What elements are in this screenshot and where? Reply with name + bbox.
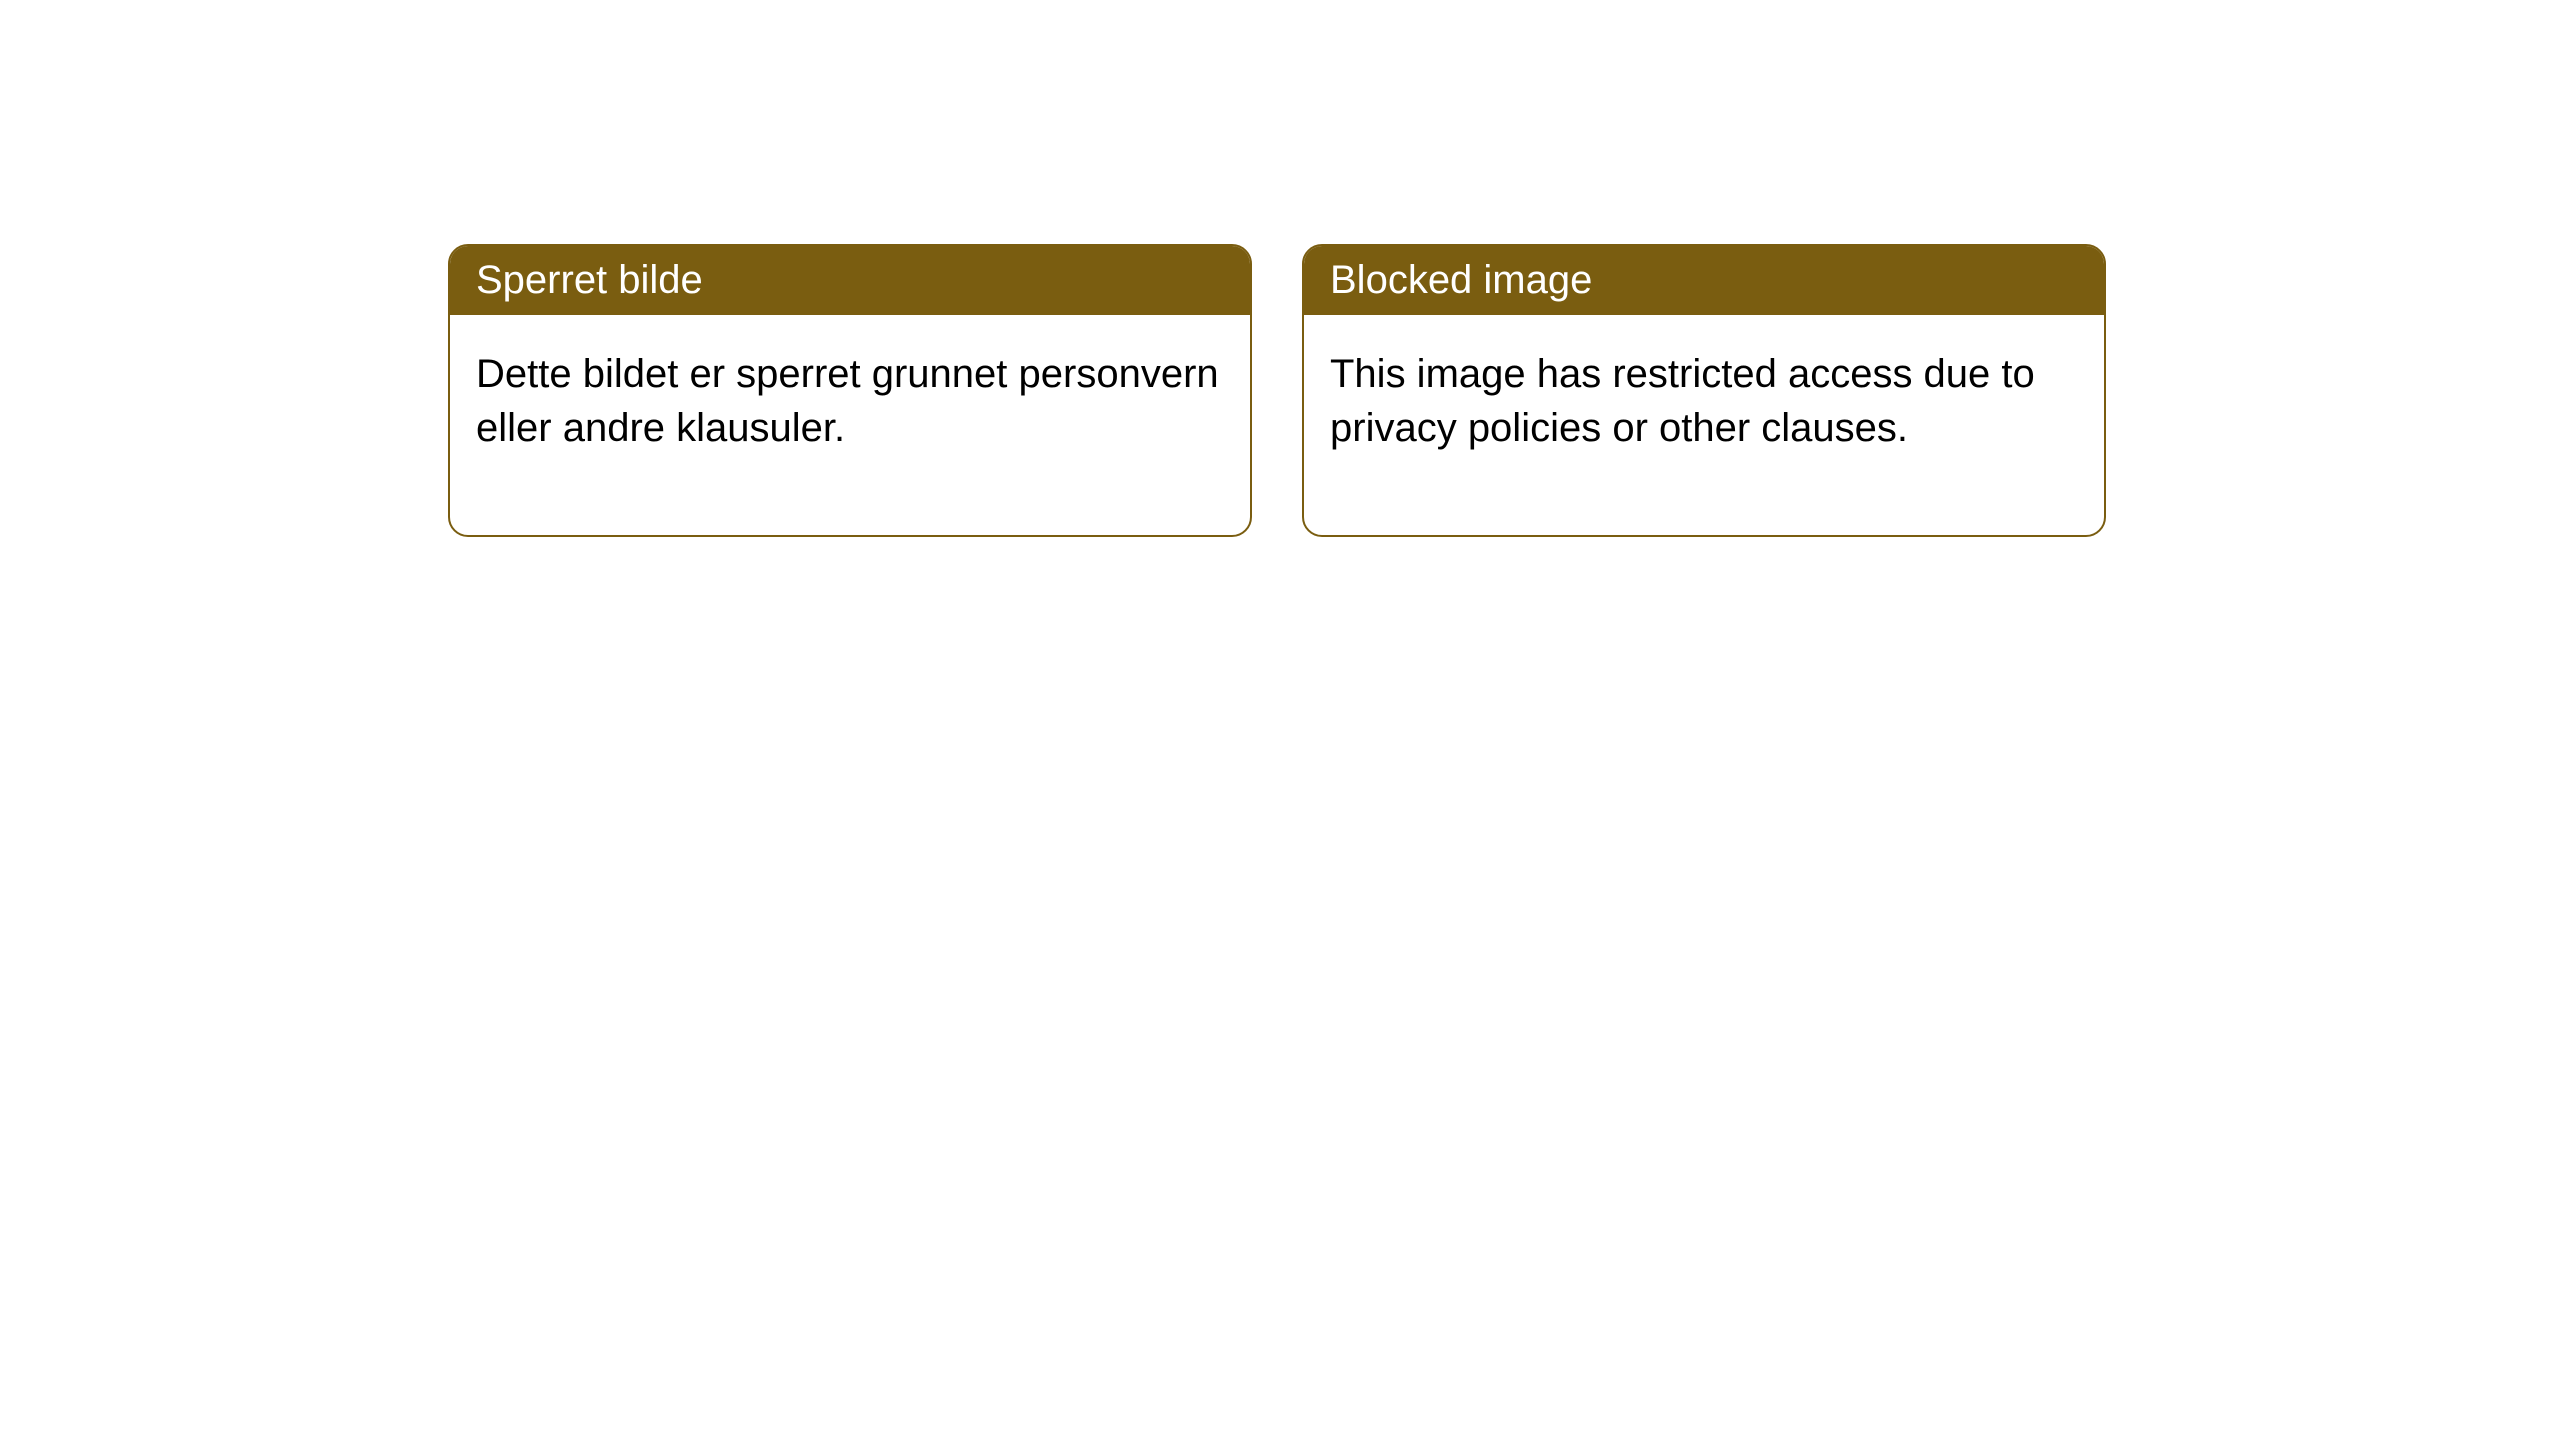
notice-card-body: This image has restricted access due to …	[1304, 315, 2104, 535]
notice-card-body: Dette bildet er sperret grunnet personve…	[450, 315, 1250, 535]
notice-cards-container: Sperret bilde Dette bildet er sperret gr…	[448, 244, 2106, 537]
notice-card-title: Sperret bilde	[450, 246, 1250, 315]
notice-card-norwegian: Sperret bilde Dette bildet er sperret gr…	[448, 244, 1252, 537]
notice-card-title: Blocked image	[1304, 246, 2104, 315]
notice-card-english: Blocked image This image has restricted …	[1302, 244, 2106, 537]
